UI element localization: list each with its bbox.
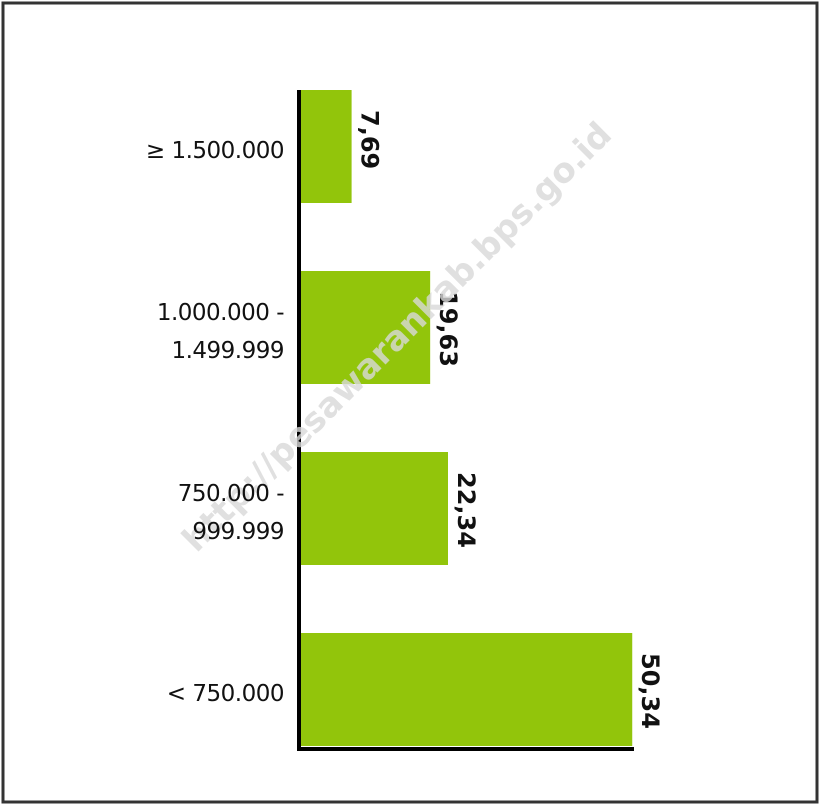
bar: [301, 90, 352, 203]
category-label: 750.000 - 999.999: [134, 475, 284, 551]
bar: [301, 452, 448, 565]
bar: [301, 633, 632, 746]
page: 7,6919,6322,3450,34 http://pesawarankab.…: [0, 0, 820, 805]
value-label: 50,34: [636, 653, 664, 729]
chart: 7,6919,6322,3450,34 http://pesawarankab.…: [0, 0, 820, 805]
value-label: 22,34: [452, 472, 480, 548]
value-label: 7,69: [356, 110, 384, 169]
category-label: 1.000.000 - 1.499.999: [134, 294, 284, 370]
category-label: < 750.000: [134, 675, 284, 713]
category-label: ≥ 1.500.000: [134, 132, 284, 170]
